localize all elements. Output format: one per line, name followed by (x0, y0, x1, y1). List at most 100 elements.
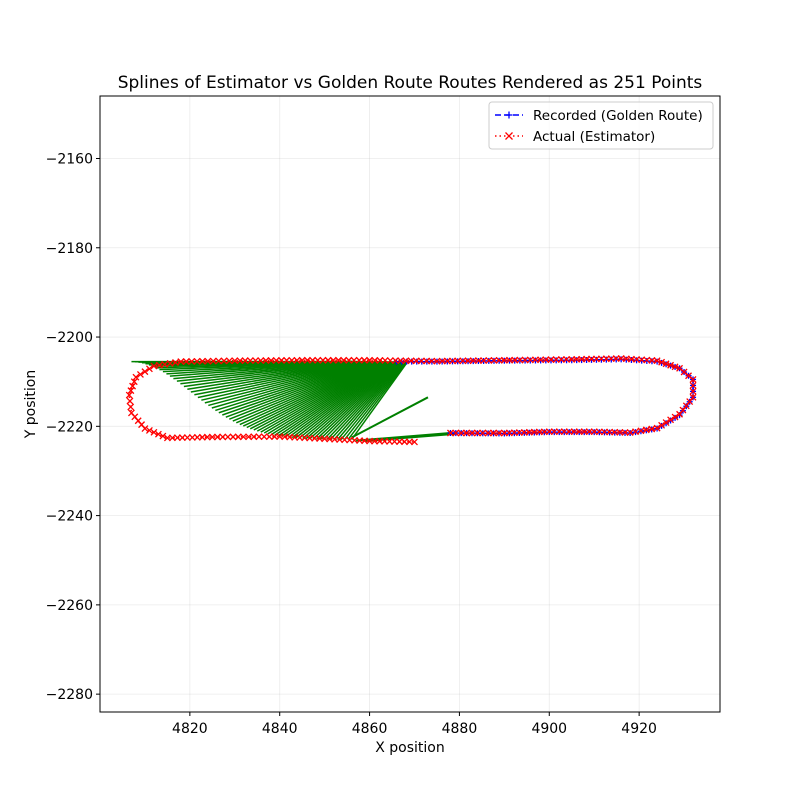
data-point-marker (484, 429, 492, 437)
data-point-marker (241, 357, 249, 365)
data-point-marker (689, 387, 697, 395)
data-point-marker (555, 428, 563, 436)
data-point-marker (570, 428, 578, 436)
data-point-marker (490, 429, 498, 437)
y-tick-label: −2160 (46, 151, 93, 167)
data-point-marker (479, 429, 487, 437)
data-point-marker (141, 425, 149, 433)
error-segment (246, 360, 382, 429)
data-point-marker (236, 357, 244, 365)
error-segment (256, 360, 385, 432)
data-point-marker (350, 356, 358, 364)
data-point-marker (521, 356, 529, 364)
data-point-marker (689, 393, 697, 401)
error-segment (350, 361, 409, 441)
data-point-marker (689, 381, 697, 389)
data-point-marker (446, 429, 454, 437)
error-segment (211, 360, 373, 409)
data-point-marker (485, 357, 493, 364)
legend-swatch-marker (505, 111, 513, 119)
data-point-marker (366, 356, 374, 364)
error-segment (309, 361, 398, 440)
data-point-marker (127, 403, 135, 411)
error-segment (330, 361, 403, 440)
data-point-marker (459, 357, 467, 365)
data-point-marker (495, 429, 503, 437)
data-point-marker (250, 433, 258, 441)
data-point-marker (468, 429, 476, 437)
error-segment (242, 360, 381, 427)
data-point-marker (568, 355, 576, 363)
data-point-marker (215, 357, 223, 365)
data-point-marker (193, 357, 201, 365)
legend-entry: Actual (Estimator) (495, 129, 655, 145)
plot-area (125, 355, 697, 446)
data-point-marker (667, 361, 675, 369)
data-point-marker (224, 433, 232, 441)
data-point-marker (340, 356, 348, 364)
data-point-marker (298, 356, 306, 364)
data-point-marker (580, 428, 588, 436)
data-point-marker (473, 429, 481, 437)
data-point-marker (231, 357, 239, 365)
data-point-marker (386, 357, 394, 364)
error-segment (201, 360, 370, 401)
data-point-marker (229, 433, 237, 441)
error-segment (302, 361, 396, 439)
data-point-marker (246, 357, 254, 365)
error-segment (218, 360, 375, 414)
data-point-marker (255, 433, 263, 441)
series-actual-estimator (125, 355, 697, 446)
data-point-marker (288, 356, 296, 364)
data-point-marker (161, 360, 169, 368)
data-point-marker (220, 357, 228, 365)
data-point-marker (474, 357, 482, 365)
error-segment (232, 360, 378, 422)
data-point-marker (155, 361, 163, 369)
data-point-marker (449, 357, 456, 365)
error-segment (340, 361, 406, 441)
data-point-marker (537, 356, 545, 364)
data-point-marker (585, 428, 593, 436)
data-point-marker (208, 433, 216, 441)
error-segment (333, 361, 404, 440)
data-point-marker (606, 428, 614, 436)
data-point-marker (653, 424, 661, 432)
data-point-marker (565, 428, 573, 436)
data-point-marker (417, 357, 425, 365)
data-point-marker (595, 428, 603, 436)
data-point-marker (611, 428, 619, 436)
error-segment (312, 361, 399, 440)
error-segment (225, 360, 376, 418)
y-axis-label: Y position (23, 370, 39, 439)
data-point-marker (457, 429, 465, 437)
data-point-marker (616, 428, 624, 436)
data-point-marker (557, 356, 565, 363)
x-tick-label: 4880 (442, 721, 478, 737)
y-tick-label: −2220 (46, 419, 93, 435)
x-tick-label: 4820 (172, 721, 208, 737)
data-point-marker (637, 427, 645, 435)
chart-title: Splines of Estimator vs Golden Route Rou… (118, 73, 703, 93)
error-segment (274, 360, 389, 436)
data-point-marker (392, 357, 399, 365)
data-point-marker (550, 428, 558, 436)
error-segment (281, 360, 391, 437)
error-segment (253, 360, 384, 431)
data-point-marker (177, 358, 185, 366)
data-point-marker (480, 357, 488, 364)
data-point-marker (204, 357, 212, 365)
error-segment (351, 396, 429, 439)
data-point-marker (662, 419, 670, 427)
data-point-marker (376, 356, 384, 364)
data-point-marker (125, 391, 133, 399)
error-segment (298, 361, 395, 439)
legend-frame (488, 101, 714, 150)
error-segment (239, 360, 380, 426)
legend-entries: Recorded (Golden Route) Actual (Estimator… (495, 108, 703, 145)
data-point-marker (150, 428, 158, 436)
error-segment (347, 361, 408, 441)
data-point-marker (257, 357, 265, 364)
data-point-marker (182, 358, 190, 365)
